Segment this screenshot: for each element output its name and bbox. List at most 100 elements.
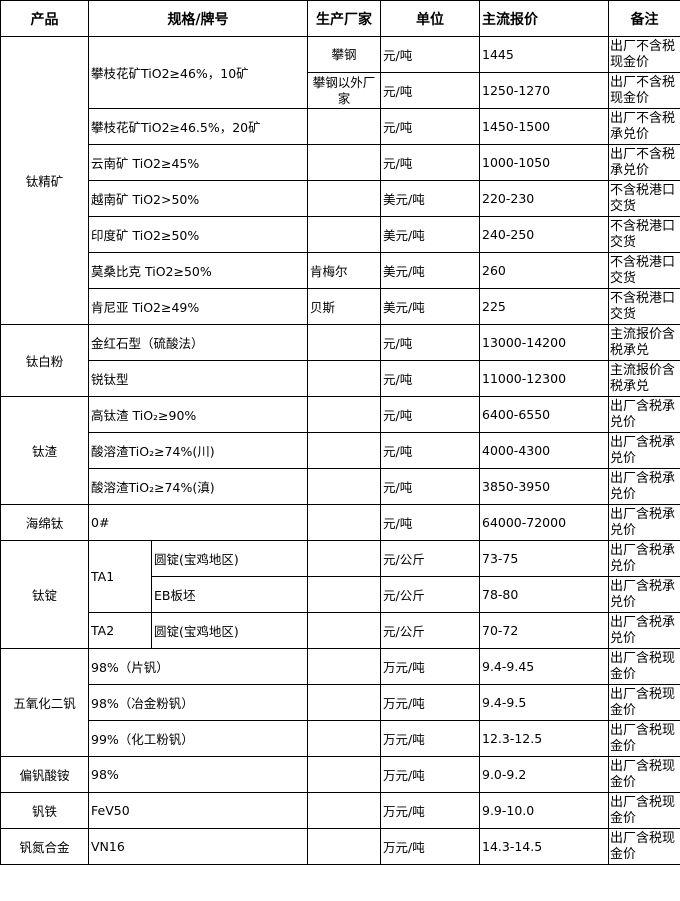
note-cell: 出厂含税承兑价	[608, 504, 680, 541]
header-price: 主流报价	[479, 0, 609, 37]
note-cell: 不含税港口交货	[608, 288, 680, 325]
maker-cell	[307, 396, 381, 433]
unit-cell: 元/吨	[380, 504, 480, 541]
maker-cell	[307, 432, 381, 469]
spec-cell: 98%（冶金粉钒）	[88, 684, 308, 721]
unit-cell: 万元/吨	[380, 684, 480, 721]
unit-cell: 元/公斤	[380, 576, 480, 613]
spec-cell: 0#	[88, 504, 308, 541]
price-cell: 73-75	[479, 540, 609, 577]
price-table: 产品 规格/牌号 生产厂家 单位 主流报价 备注 钛精矿 攀枝花矿TiO2≥46%…	[0, 0, 680, 865]
price-cell: 9.0-9.2	[479, 756, 609, 793]
maker-cell	[307, 180, 381, 217]
spec-cell: 98%	[88, 756, 308, 793]
note-cell: 出厂含税现金价	[608, 648, 680, 685]
table-row: 锐钛型 元/吨 11000-12300 主流报价含税承兑	[1, 360, 680, 397]
price-cell: 1250-1270	[479, 72, 609, 109]
price-cell: 3850-3950	[479, 468, 609, 505]
maker-cell	[307, 144, 381, 181]
table-row: 偏钒酸铵 98% 万元/吨 9.0-9.2 出厂含税现金价	[0, 756, 680, 793]
table-row: 海绵钛 0# 元/吨 64000-72000 出厂含税承兑价	[0, 504, 680, 541]
note-cell: 出厂不含税现金价	[608, 36, 680, 73]
spec-cell: 攀枝花矿TiO2≥46%，10矿	[88, 36, 308, 109]
price-cell: 4000-4300	[479, 432, 609, 469]
note-cell: 出厂含税现金价	[608, 792, 680, 829]
spec-cell: 酸溶渣TiO₂≥74%(川)	[88, 432, 308, 469]
table-row: 酸溶渣TiO₂≥74%(川) 元/吨 4000-4300 出厂含税承兑价	[1, 432, 680, 469]
maker-cell	[307, 468, 381, 505]
header-unit: 单位	[380, 0, 480, 37]
unit-cell: 元/吨	[380, 36, 480, 73]
table-row: 99%（化工粉钒） 万元/吨 12.3-12.5 出厂含税现金价	[1, 720, 680, 757]
product-cell: 海绵钛	[0, 504, 89, 541]
product-cell: 钒氮合金	[0, 828, 89, 865]
note-cell: 主流报价含税承兑	[608, 324, 680, 361]
note-cell: 出厂含税承兑价	[608, 540, 680, 577]
table-row: 攀枝花矿TiO2≥46.5%，20矿 元/吨 1450-1500 出厂不含税承兑价	[1, 108, 680, 145]
unit-cell: 元/吨	[380, 108, 480, 145]
spec-cell: 锐钛型	[88, 360, 308, 397]
price-cell: 64000-72000	[479, 504, 609, 541]
maker-cell	[307, 360, 381, 397]
unit-cell: 万元/吨	[380, 828, 480, 865]
table-row: 钛锭 TA1 圆锭(宝鸡地区) 元/公斤 73-75 出厂含税承兑价	[0, 540, 680, 649]
table-row: 攀钢以外厂家 元/吨 1250-1270 出厂不含税现金价	[1, 72, 680, 109]
price-cell: 78-80	[479, 576, 609, 613]
table-row: 云南矿 TiO2≥45% 元/吨 1000-1050 出厂不含税承兑价	[1, 144, 680, 181]
maker-cell	[307, 576, 381, 613]
maker-cell: 肯梅尔	[307, 252, 381, 289]
maker-cell	[307, 216, 381, 253]
grade-cell: TA1	[88, 540, 152, 613]
product-cell: 钛白粉	[0, 324, 89, 397]
header-note: 备注	[608, 0, 680, 37]
price-cell: 9.4-9.5	[479, 684, 609, 721]
product-cell: 钛锭	[0, 540, 89, 649]
unit-cell: 元/吨	[380, 432, 480, 469]
unit-cell: 元/吨	[380, 144, 480, 181]
spec-cell: 金红石型（硫酸法）	[88, 324, 308, 361]
product-cell: 钒铁	[0, 792, 89, 829]
maker-cell	[307, 792, 381, 829]
form-cell: EB板坯	[151, 576, 308, 613]
product-cell: 钛渣	[0, 396, 89, 505]
price-cell: 14.3-14.5	[479, 828, 609, 865]
price-cell: 13000-14200	[479, 324, 609, 361]
table-row: 钒铁 FeV50 万元/吨 9.9-10.0 出厂含税现金价	[0, 792, 680, 829]
unit-cell: 元/吨	[380, 468, 480, 505]
table-row: 钛渣 高钛渣 TiO₂≥90% 元/吨 6400-6550 出厂含税承兑价	[0, 396, 680, 505]
unit-cell: 元/吨	[380, 324, 480, 361]
spec-cell: 云南矿 TiO2≥45%	[88, 144, 308, 181]
note-cell: 出厂含税现金价	[608, 720, 680, 757]
unit-cell: 元/公斤	[380, 540, 480, 577]
maker-cell	[307, 720, 381, 757]
note-cell: 出厂含税承兑价	[608, 612, 680, 649]
note-cell: 出厂含税现金价	[608, 756, 680, 793]
spec-cell: 肯尼亚 TiO2≥49%	[88, 288, 308, 325]
form-cell: 圆锭(宝鸡地区)	[151, 540, 308, 577]
table-row: EB板坯 元/公斤 78-80 出厂含税承兑价	[1, 576, 680, 613]
unit-cell: 万元/吨	[380, 720, 480, 757]
unit-cell: 美元/吨	[380, 180, 480, 217]
table-row: 钛精矿 攀枝花矿TiO2≥46%，10矿 攀钢 元/吨 1445 出厂不含税现金价	[0, 36, 680, 325]
price-cell: 240-250	[479, 216, 609, 253]
unit-cell: 美元/吨	[380, 288, 480, 325]
table-row: TA2 圆锭(宝鸡地区) 元/公斤 70-72 出厂含税承兑价	[1, 612, 680, 649]
maker-cell	[307, 684, 381, 721]
header-product: 产品	[0, 0, 89, 37]
unit-cell: 元/吨	[380, 396, 480, 433]
unit-cell: 元/吨	[380, 72, 480, 109]
table-row: 印度矿 TiO2≥50% 美元/吨 240-250 不含税港口交货	[1, 216, 680, 253]
maker-cell	[307, 828, 381, 865]
price-cell: 220-230	[479, 180, 609, 217]
note-cell: 出厂不含税承兑价	[608, 108, 680, 145]
price-cell: 9.4-9.45	[479, 648, 609, 685]
unit-cell: 万元/吨	[380, 756, 480, 793]
price-cell: 6400-6550	[479, 396, 609, 433]
form-cell: 圆锭(宝鸡地区)	[151, 612, 308, 649]
maker-cell: 攀钢	[307, 36, 381, 73]
spec-cell: 高钛渣 TiO₂≥90%	[88, 396, 308, 433]
spec-cell: FeV50	[88, 792, 308, 829]
maker-cell	[307, 324, 381, 361]
product-cell: 钛精矿	[0, 36, 89, 325]
table-row: 越南矿 TiO2>50% 美元/吨 220-230 不含税港口交货	[1, 180, 680, 217]
